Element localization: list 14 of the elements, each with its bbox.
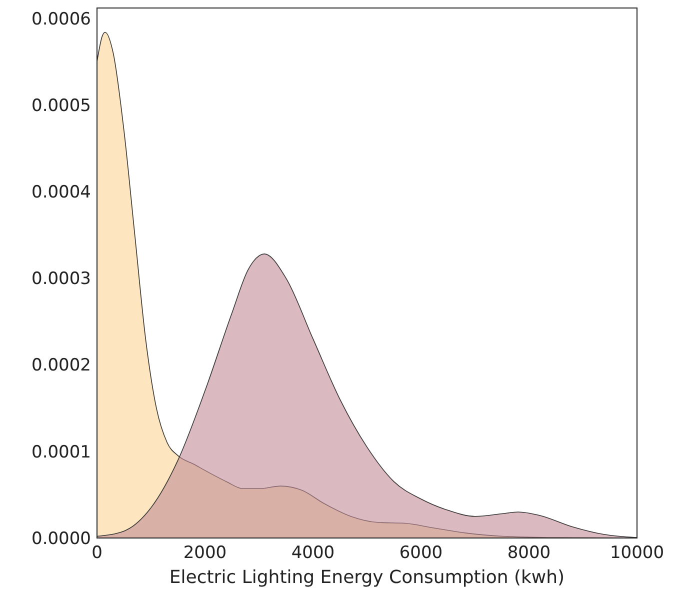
y-tick-label: 0.0001 bbox=[32, 442, 91, 462]
y-tick-label: 0.0002 bbox=[32, 356, 91, 376]
y-tick-label: 0.0005 bbox=[32, 96, 91, 116]
x-tick-label: 4000 bbox=[291, 543, 335, 563]
y-tick-label: 0.0006 bbox=[32, 9, 91, 30]
x-tick-label: 10000 bbox=[610, 543, 664, 563]
x-tick-label: 2000 bbox=[183, 543, 227, 563]
y-tick-label: 0.0003 bbox=[32, 269, 91, 290]
y-tick-label: 0.0004 bbox=[32, 182, 91, 203]
y-tick-label: 0.0000 bbox=[32, 528, 91, 549]
x-axis-title: Electric Lighting Energy Consumption (kwh) bbox=[169, 567, 565, 588]
x-tick-label: 8000 bbox=[507, 543, 551, 563]
x-tick-label: 6000 bbox=[399, 543, 443, 563]
x-tick-label: 0 bbox=[92, 543, 102, 563]
